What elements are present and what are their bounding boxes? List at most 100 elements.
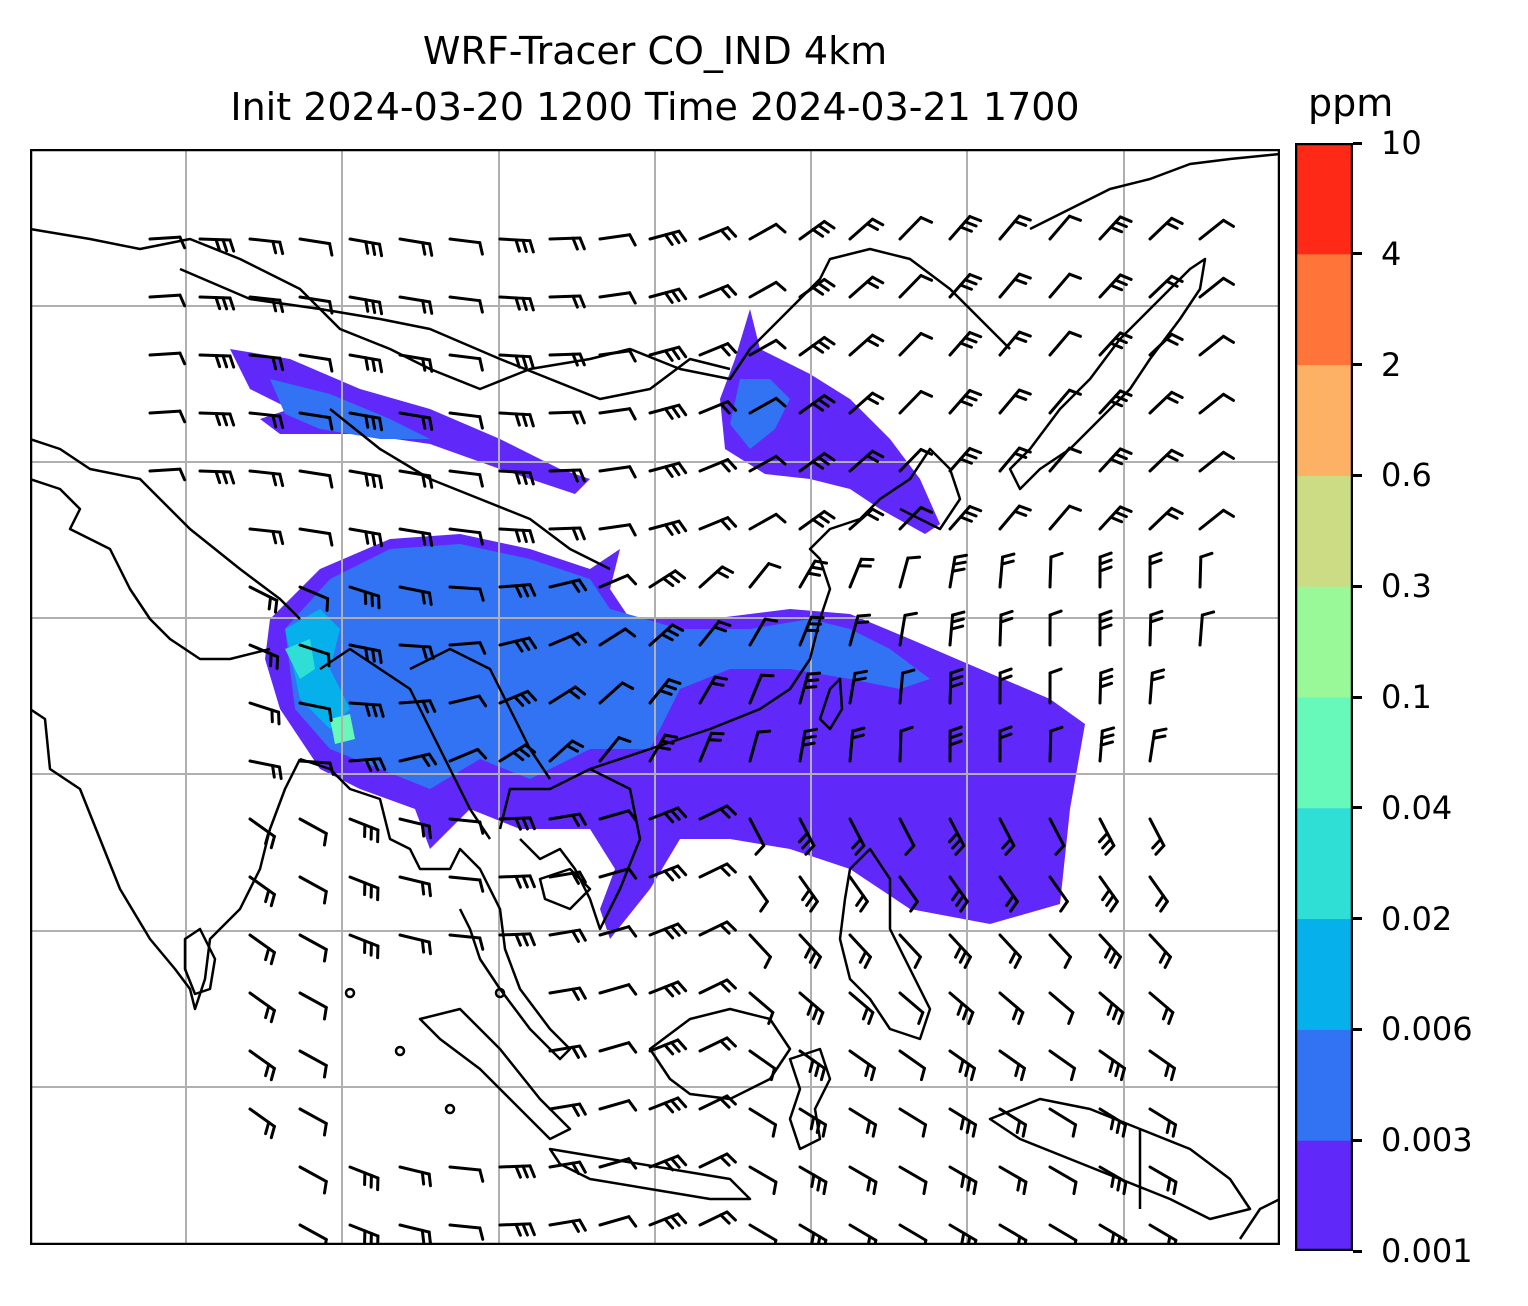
wind-barb [598,1215,638,1228]
wind-barb [398,295,434,315]
wind-barb [698,284,738,299]
wind-barb [998,272,1032,299]
wind-barb [1098,667,1114,705]
wind-barb [1148,216,1184,241]
wind-barb [898,1165,928,1196]
wind-barb [548,410,586,425]
colorbar-segment [1295,918,1353,1030]
wind-barb [998,933,1022,969]
wind-barb [748,396,787,415]
wind-barb [898,817,916,856]
wind-barb [948,667,964,705]
wind-barb [948,933,972,969]
colorbar-segment [1295,1140,1353,1251]
wind-barb [898,875,919,913]
wind-barb [898,555,922,589]
wind-barb [648,519,688,536]
wind-barb [998,991,1025,1025]
wind-barb [148,409,187,424]
wind-barb [698,565,735,589]
wind-barb [648,733,679,763]
wind-barb [1198,551,1214,589]
wind-barb [1098,273,1133,299]
wind-barb [398,411,434,431]
wind-barb [248,295,285,314]
wind-barb [748,673,775,705]
wind-barb [1048,609,1063,647]
wind-barb [398,1165,432,1188]
wind-barb [1148,1107,1178,1138]
wind-barb [598,523,637,537]
wind-barb [698,342,738,357]
wind-barb [298,411,334,431]
wind-barb [1098,1165,1128,1196]
wind-barb [798,1223,828,1245]
wind-barb [948,991,975,1025]
wind-barb [1098,609,1113,647]
sri-lanka [183,927,217,996]
wind-barb [548,352,586,367]
wind-barb [1098,1107,1128,1138]
wind-barb [648,461,688,478]
colorbar-tick [1353,1249,1362,1253]
wind-barb [598,627,637,647]
wind-barb [298,759,335,776]
wind-barb [548,1160,587,1175]
colorbar-tick-label: 10 [1381,124,1422,162]
colorbar-segment [1295,364,1353,476]
wind-barb [698,1210,737,1227]
colorbar-tick [1353,1027,1362,1031]
wind-barb [398,527,434,547]
wind-barb [1148,609,1164,647]
wind-barb [748,338,787,357]
wind-barb [748,512,787,531]
colorbar-tick-label: 0.3 [1381,567,1432,606]
wind-barb [498,874,536,889]
wind-barb [648,864,688,882]
wind-barb [248,585,279,614]
wind-barb [598,1157,638,1170]
wind-barb [848,275,885,299]
colorbar-tick [1353,584,1362,588]
wind-barb [498,689,538,707]
wind-barb [498,636,538,653]
wind-barb [398,585,433,606]
wind-barb [848,391,885,415]
wind-barb [998,667,1013,705]
wind-barb [798,393,836,415]
wind-barb [398,469,434,489]
wind-barb [1048,551,1064,589]
calm-marker [394,1045,406,1057]
wind-barb [1048,1223,1078,1245]
wind-barb [1048,504,1082,531]
colorbar-tick [1353,363,1362,367]
wind-barb [1048,933,1072,969]
wind-barb [298,469,334,489]
wind-barb [848,557,875,589]
wind-barb [398,353,434,373]
wind-barb [348,527,384,548]
wind-barb [1198,334,1235,357]
wind-barb [598,736,632,763]
wind-barb [1048,667,1063,705]
wind-barb [898,933,922,969]
wind-barb [548,526,586,541]
wind-barb [598,407,637,421]
wind-barb [548,986,587,1001]
wind-barb [548,685,587,705]
wind-barb [148,467,187,482]
wind-barb [448,353,484,372]
wind-barb [248,469,285,488]
wind-barb [498,411,535,428]
colorbar-segment [1295,143,1353,255]
colorbar [1295,143,1353,1251]
wind-barb [448,747,488,763]
wind-barb [1098,1223,1128,1245]
colorbar-tick [1353,695,1362,699]
japan [1008,257,1207,491]
wind-barb [198,237,236,253]
wind-barb [948,875,969,913]
china-north-border [329,408,611,571]
wind-barb [948,1049,977,1082]
wind-barb [1048,388,1082,415]
